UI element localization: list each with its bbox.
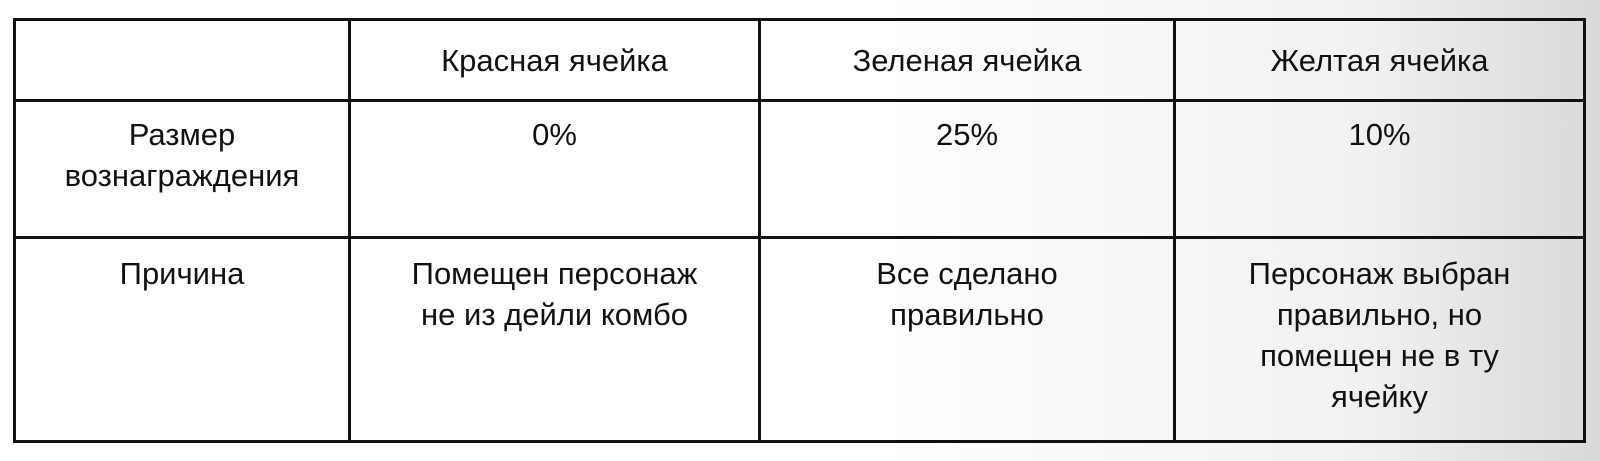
- cell-green-reason: Все сделано правильно: [758, 236, 1176, 443]
- cell-green-reward: 25%: [758, 99, 1176, 239]
- cell-yellow-reason: Персонаж выбран правильно, но помещен не…: [1173, 236, 1586, 443]
- label-line: вознаграждения: [64, 158, 300, 193]
- header-empty: [13, 18, 351, 102]
- cell-red-reason: Помещен персонаж не из дейли комбо: [348, 236, 761, 443]
- cell-text: 0%: [532, 117, 577, 152]
- cell-text: Помещен персонаж: [411, 256, 698, 291]
- reward-table: Красная ячейка Зеленая ячейка Желтая яче…: [13, 18, 1586, 443]
- cell-yellow-reward: 10%: [1173, 99, 1586, 239]
- row-label: Размер вознаграждения: [13, 99, 351, 239]
- table-row-reason: Причина Помещен персонаж не из дейли ком…: [13, 236, 1586, 443]
- header-red-cell: Красная ячейка: [348, 18, 761, 102]
- cell-text: правильно: [890, 297, 1044, 332]
- table-row-reward-size: Размер вознаграждения 0% 25% 10%: [13, 99, 1586, 239]
- cell-text: 25%: [935, 117, 999, 152]
- table-header-row: Красная ячейка Зеленая ячейка Желтая яче…: [13, 18, 1586, 102]
- label-line: Причина: [119, 256, 245, 291]
- cell-text: помещен не в ту: [1260, 338, 1499, 373]
- cell-text: ячейку: [1331, 379, 1428, 414]
- cell-text: Персонаж выбран: [1248, 256, 1511, 291]
- cell-text: Все сделано: [876, 256, 1058, 291]
- cell-text: правильно, но: [1276, 297, 1483, 332]
- header-green-cell: Зеленая ячейка: [758, 18, 1176, 102]
- cell-red-reward: 0%: [348, 99, 761, 239]
- cell-text: не из дейли комбо: [421, 297, 688, 332]
- cell-text: 10%: [1348, 117, 1411, 152]
- row-label: Причина: [13, 236, 351, 443]
- header-yellow-cell: Желтая ячейка: [1173, 18, 1586, 102]
- label-line: Размер: [128, 117, 236, 152]
